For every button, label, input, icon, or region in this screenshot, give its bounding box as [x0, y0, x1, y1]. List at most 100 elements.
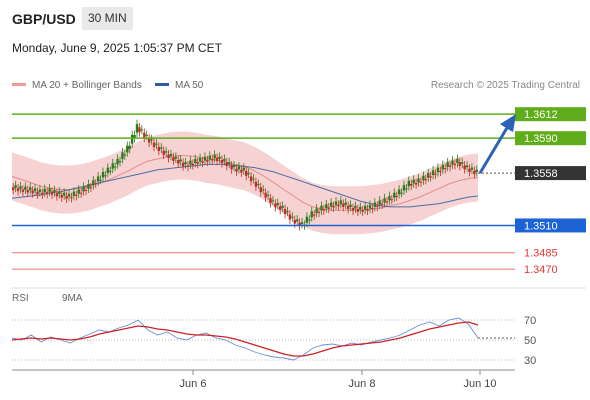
candle-body — [186, 165, 190, 167]
x-tick-label: Jun 10 — [463, 378, 496, 390]
candle-body — [257, 184, 260, 185]
candle-body — [393, 192, 396, 198]
candle-body — [295, 219, 299, 222]
candle-body — [72, 191, 76, 196]
candle-body — [104, 175, 107, 177]
ma50-swatch — [155, 82, 169, 86]
candle-body — [177, 160, 180, 164]
candle-body — [339, 200, 343, 205]
candle-body — [237, 166, 241, 170]
candle-body — [147, 138, 151, 143]
candle-body — [121, 152, 124, 159]
candle-body — [181, 162, 185, 167]
candle-body — [259, 187, 262, 193]
candle-body — [133, 134, 136, 139]
candle-body — [419, 181, 423, 183]
candle-body — [383, 198, 386, 203]
current-price-tag — [515, 166, 586, 181]
candle-body — [164, 151, 168, 153]
candle-body — [143, 132, 146, 138]
resistance-level-label: 1.3590 — [524, 133, 558, 145]
rsi-ma-line — [11, 321, 479, 357]
candle-body — [361, 210, 364, 212]
candle-body — [262, 189, 265, 191]
candle-body — [444, 168, 447, 170]
candle-body — [48, 188, 51, 192]
candle-body — [329, 202, 333, 207]
candle-body — [65, 196, 68, 199]
candle-body — [123, 154, 127, 156]
candle-body — [266, 194, 270, 196]
candle-body — [179, 159, 182, 162]
candle-body — [172, 157, 175, 161]
candle-body — [354, 205, 357, 209]
candle-body — [211, 158, 214, 161]
candle-body — [215, 157, 219, 162]
candle-body — [305, 216, 309, 223]
candle-body — [278, 206, 282, 210]
rsi-tick-label: 30 — [524, 355, 536, 367]
candle-body — [368, 204, 372, 209]
legend-bollinger: MA 20 + Bollinger Bands — [12, 80, 142, 91]
candle-body — [276, 203, 279, 205]
candle-body — [312, 214, 316, 216]
candle-body — [436, 167, 440, 173]
candle-body — [92, 180, 95, 186]
candle-body — [288, 214, 292, 220]
candle-body — [451, 160, 454, 165]
candle-body — [468, 168, 471, 172]
candle-body — [225, 162, 228, 166]
candle-body — [344, 202, 347, 205]
candle-body — [223, 158, 226, 162]
candle-body — [58, 191, 61, 195]
candle-body — [167, 154, 170, 159]
candle-body — [363, 205, 367, 210]
candle-body — [376, 205, 379, 207]
candle-body — [465, 165, 469, 168]
legend-rsi-label: RSI — [12, 293, 29, 304]
symbol-title: GBP/USD — [12, 11, 76, 27]
candle-body — [99, 179, 102, 181]
x-tick-label: Jun 8 — [349, 378, 376, 390]
candle-body — [424, 179, 428, 181]
candle-body — [152, 142, 156, 147]
candle-body — [434, 173, 437, 175]
chart-date: Monday, June 9, 2025 1:05:37 PM CET — [12, 41, 222, 55]
candle-body — [150, 139, 153, 141]
candle-body — [473, 170, 476, 175]
candle-body — [198, 157, 202, 162]
candle-body — [414, 182, 418, 185]
candle-body — [67, 193, 71, 197]
projection-arrow-head — [500, 114, 516, 133]
chart-header: GBP/USD 30 MIN — [0, 0, 590, 36]
candle-body — [101, 172, 105, 178]
candle-body — [45, 192, 49, 195]
candle-body — [402, 185, 406, 191]
candle-body — [70, 197, 73, 199]
candle-body — [475, 169, 478, 172]
candle-body — [160, 147, 163, 149]
candle-body — [286, 211, 289, 213]
candle-body — [29, 187, 32, 191]
candle-body — [317, 211, 321, 213]
candle-body — [38, 189, 42, 193]
candle-body — [138, 127, 141, 133]
candle-body — [247, 173, 250, 175]
current-price-label: 1.3558 — [524, 168, 558, 180]
timeframe-badge[interactable]: 30 MIN — [82, 7, 133, 30]
candle-body — [448, 165, 452, 167]
candle-body — [203, 156, 207, 161]
candle-body — [349, 204, 352, 207]
candle-body — [332, 205, 335, 208]
candle-body — [242, 167, 245, 171]
candle-body — [135, 124, 139, 133]
candle-body — [84, 190, 88, 191]
ma50-line — [11, 163, 479, 208]
candle-body — [410, 184, 413, 186]
candle-body — [264, 192, 267, 198]
candle-body — [55, 193, 59, 197]
legend-bollinger-label: MA 20 + Bollinger Bands — [32, 80, 142, 91]
candle-body — [184, 162, 187, 165]
candle-body — [235, 168, 238, 172]
